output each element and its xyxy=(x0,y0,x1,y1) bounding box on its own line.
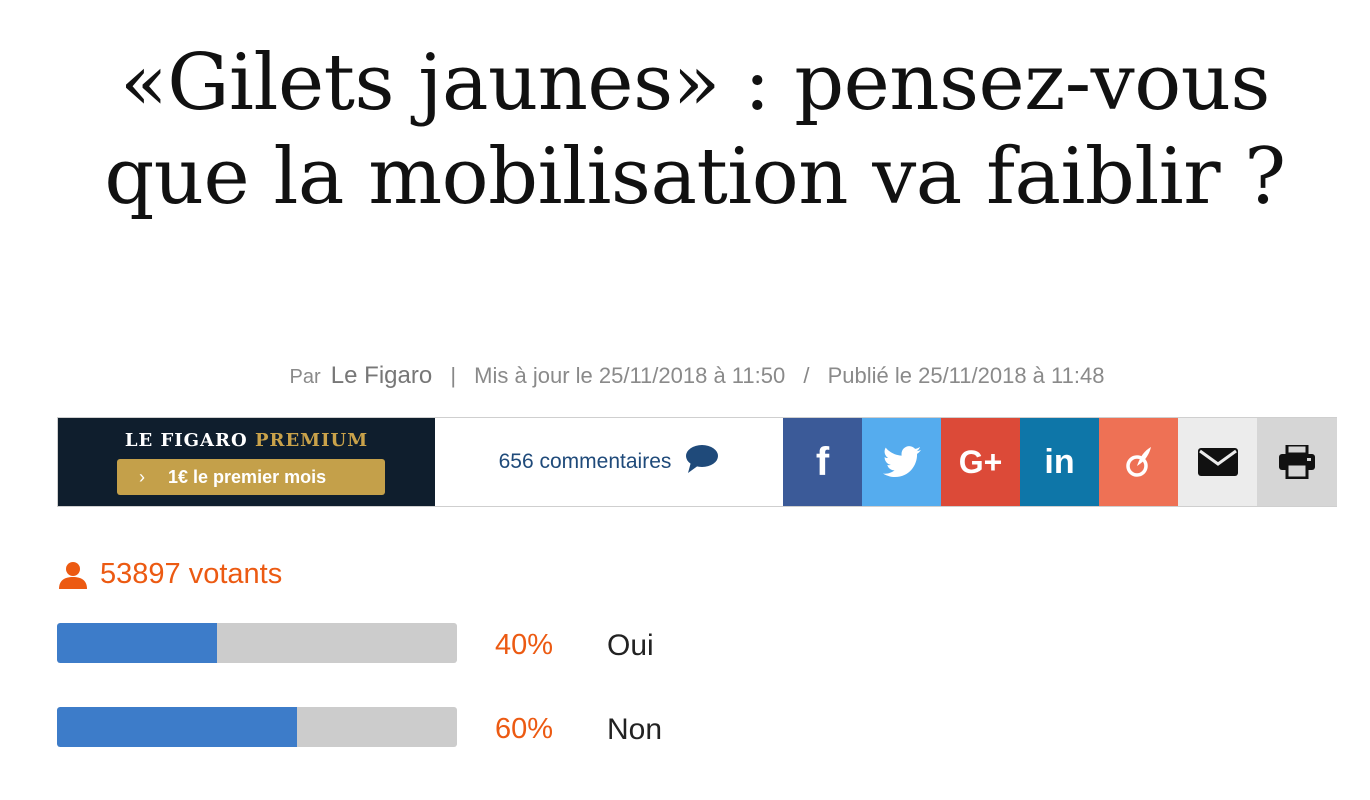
poll-percent: 40% xyxy=(495,629,554,661)
comments-label: 656 commentaires xyxy=(498,450,672,473)
facebook-icon: f xyxy=(815,439,830,484)
print-button[interactable] xyxy=(1257,418,1337,506)
poll-voters: 53897 votants xyxy=(58,558,282,591)
poll-option-oui[interactable]: 40% Oui xyxy=(57,623,757,665)
byline-updated: Mis à jour le 25/11/2018 à 11:50 xyxy=(474,363,786,388)
share-twitter-button[interactable] xyxy=(862,418,941,506)
byline-slash: / xyxy=(803,363,810,388)
user-icon xyxy=(59,561,87,589)
byline-author[interactable]: Le Figaro xyxy=(330,362,433,389)
share-facebook-button[interactable]: f xyxy=(783,418,862,506)
premium-brand-main: LE FIGARO xyxy=(124,430,248,451)
poll-option-non[interactable]: 60% Non xyxy=(57,707,757,749)
share-google-plus-button[interactable]: G+ xyxy=(941,418,1020,506)
viadeo-icon xyxy=(1125,447,1151,477)
share-linkedin-button[interactable]: in xyxy=(1020,418,1099,506)
poll-answer: Oui xyxy=(607,629,654,662)
comments-link[interactable]: 656 commentaires xyxy=(435,418,783,506)
byline: Par Le Figaro | Mis à jour le 25/11/2018… xyxy=(0,362,1370,390)
poll-answer: Non xyxy=(607,713,663,746)
poll-bar xyxy=(57,623,457,663)
chevron-right-icon: › xyxy=(139,467,145,487)
poll-percent: 60% xyxy=(495,713,554,745)
poll-bar-fill xyxy=(57,707,297,747)
google-plus-icon: G+ xyxy=(958,443,1003,480)
premium-brand-accent: PREMIUM xyxy=(254,430,369,451)
premium-brand: LE FIGARO PREMIUM xyxy=(58,430,435,451)
byline-published: Publié le 25/11/2018 à 11:48 xyxy=(827,363,1105,388)
share-email-button[interactable] xyxy=(1178,418,1257,506)
poll-bar-fill xyxy=(57,623,217,663)
poll-bar xyxy=(57,707,457,747)
poll-voters-count: 53897 votants xyxy=(100,558,283,590)
article-toolbar: LE FIGARO PREMIUM › 1€ le premier mois 6… xyxy=(57,417,1337,507)
envelope-icon xyxy=(1197,448,1238,476)
article-title: «Gilets jaunes» : pensez-vous que la mob… xyxy=(104,38,1286,222)
speech-bubble-icon xyxy=(686,445,719,473)
byline-separator: | xyxy=(450,363,457,388)
premium-offer-label: 1€ le premier mois xyxy=(168,467,327,487)
printer-icon xyxy=(1279,445,1315,479)
byline-par: Par xyxy=(289,366,321,388)
twitter-icon xyxy=(882,446,921,478)
premium-banner[interactable]: LE FIGARO PREMIUM › 1€ le premier mois xyxy=(58,418,435,506)
share-viadeo-button[interactable] xyxy=(1099,418,1178,506)
linkedin-icon: in xyxy=(1044,442,1075,481)
premium-offer-button[interactable]: › 1€ le premier mois xyxy=(117,459,385,495)
